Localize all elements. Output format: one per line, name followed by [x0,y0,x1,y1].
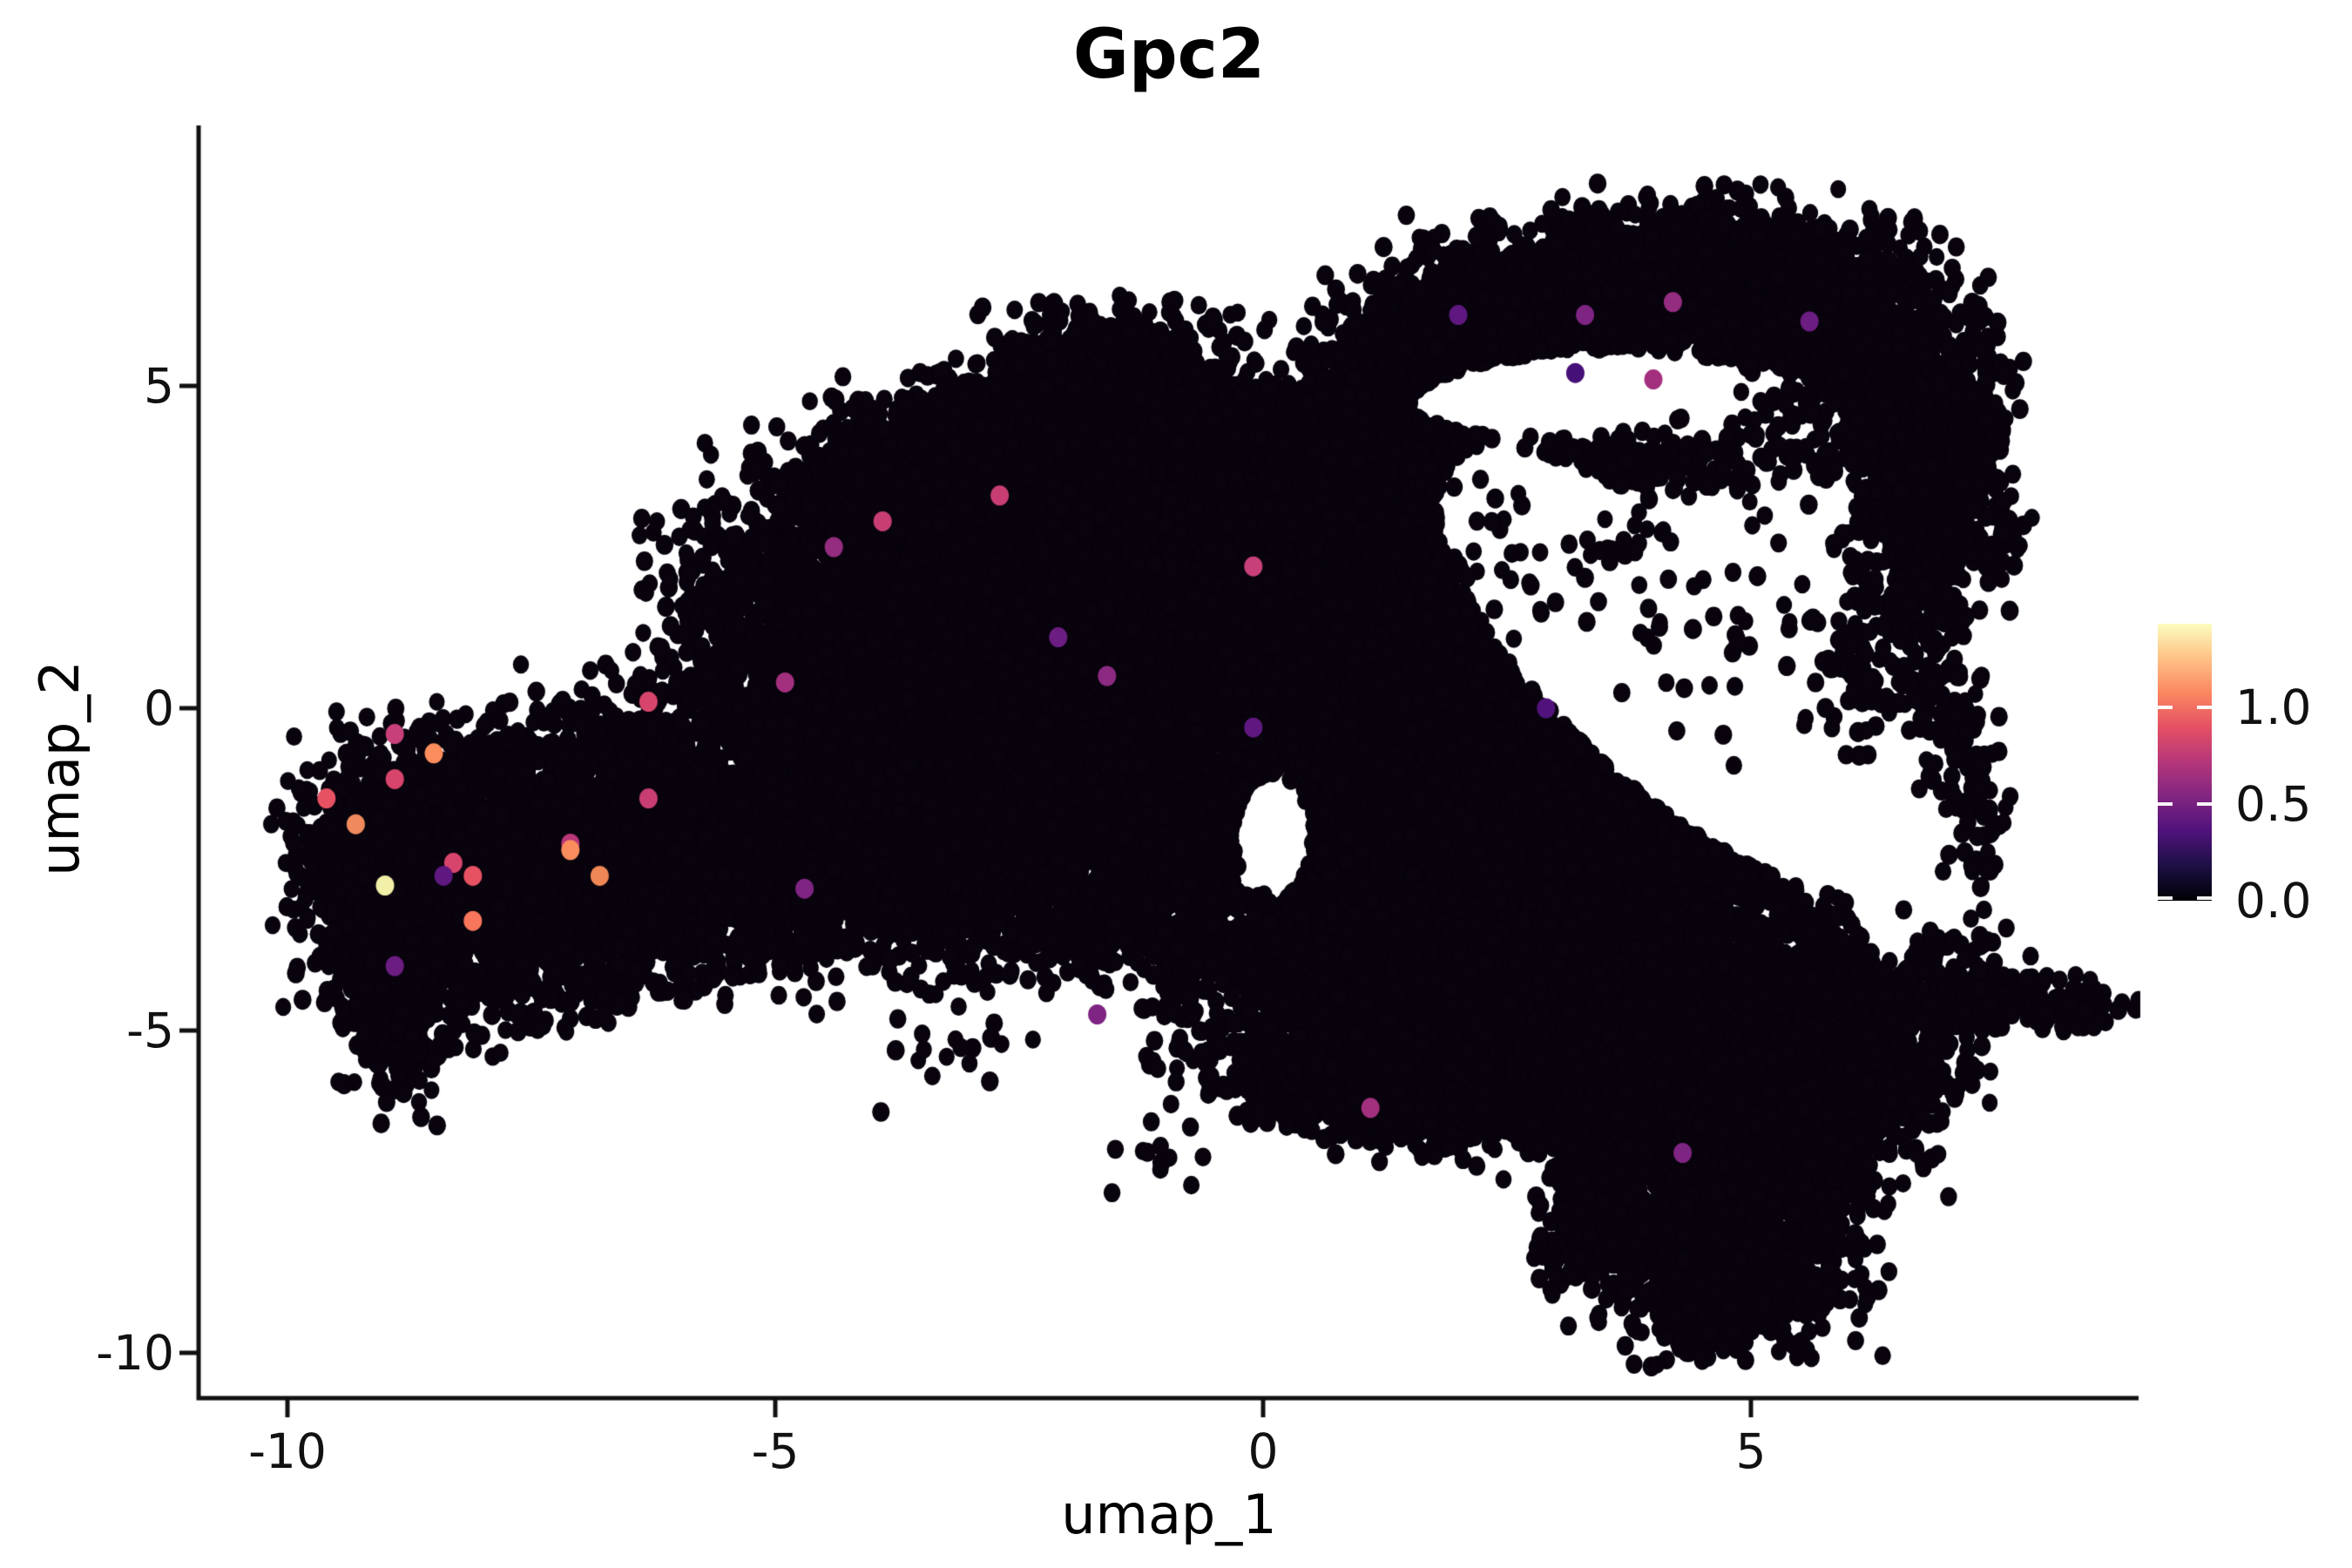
x-tick-label: 0 [1247,1423,1279,1479]
y-tick-label: 5 [144,358,174,414]
colorbar-tick-label: 0.5 [2235,775,2312,832]
chart-title: Gpc2 [1072,16,1266,94]
x-tick-label: -5 [751,1423,800,1479]
colorbar-tick-mark [2197,896,2212,900]
colorbar-tick-mark [2197,801,2212,806]
colorbar-tick-mark [2158,896,2173,900]
colorbar [2158,624,2212,901]
colorbar-tick-mark [2158,801,2173,806]
y-axis-label: umap_2 [28,660,91,876]
y-tick-label: 0 [144,680,174,736]
x-axis-label: umap_1 [1061,1483,1277,1546]
colorbar-tick-label: 1.0 [2235,679,2312,735]
x-tick-label: 5 [1735,1423,1767,1479]
x-tick-label: -10 [248,1423,327,1479]
y-tick-label: -10 [96,1325,174,1381]
colorbar-tick-label: 0.0 [2235,873,2312,929]
y-tick-label: -5 [126,1003,174,1058]
colorbar-gradient [2158,624,2212,901]
colorbar-tick-mark [2158,705,2173,709]
colorbar-tick-mark [2197,705,2212,709]
